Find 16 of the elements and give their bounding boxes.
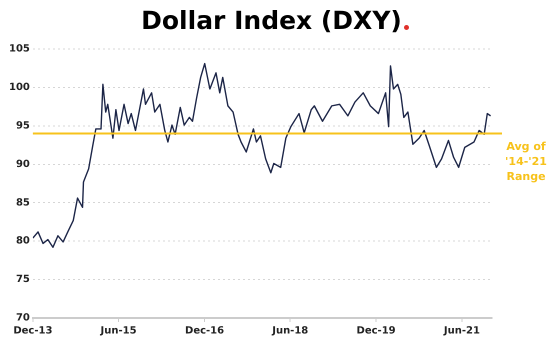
x-tick-label: Jun-15	[100, 326, 137, 337]
y-tick-label: 70	[16, 312, 30, 324]
x-tick-label: Dec-16	[185, 326, 224, 337]
y-tick-label: 75	[16, 274, 30, 286]
y-tick-label: 90	[16, 158, 30, 170]
y-tick-label: 105	[9, 44, 30, 55]
y-tick-label: 80	[16, 236, 30, 247]
y-tick-label: 100	[9, 82, 30, 94]
x-tick-label: Dec-19	[356, 326, 396, 337]
x-tick-label: Dec-13	[13, 326, 52, 337]
ref-line-label: Avg of '14-'21 Range	[505, 140, 547, 183]
x-tick-label: Jun-18	[271, 326, 308, 337]
chart-title: Dollar Index (DXY)	[141, 6, 402, 34]
y-tick-label: 85	[16, 197, 30, 208]
y-tick-label: 95	[16, 120, 30, 132]
x-tick-label: Jun-21	[442, 326, 480, 337]
